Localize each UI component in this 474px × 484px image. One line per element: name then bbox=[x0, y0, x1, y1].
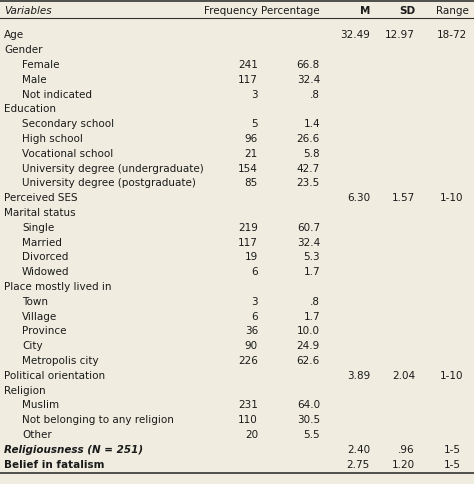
Text: Secondary school: Secondary school bbox=[22, 119, 114, 129]
Text: 117: 117 bbox=[238, 75, 258, 85]
Text: 154: 154 bbox=[238, 163, 258, 173]
Text: High school: High school bbox=[22, 134, 83, 144]
Text: 19: 19 bbox=[245, 252, 258, 262]
Text: 1-10: 1-10 bbox=[440, 193, 464, 203]
Text: 18-72: 18-72 bbox=[437, 30, 467, 40]
Text: Variables: Variables bbox=[4, 5, 52, 15]
Text: 23.5: 23.5 bbox=[297, 178, 320, 188]
Text: 1.57: 1.57 bbox=[392, 193, 415, 203]
Text: .8: .8 bbox=[310, 90, 320, 99]
Text: 6: 6 bbox=[251, 311, 258, 321]
Text: Metropolis city: Metropolis city bbox=[22, 355, 99, 365]
Text: Range: Range bbox=[436, 5, 468, 15]
Text: Single: Single bbox=[22, 222, 54, 232]
Text: 26.6: 26.6 bbox=[297, 134, 320, 144]
Text: Frequency: Frequency bbox=[204, 5, 258, 15]
Text: Other: Other bbox=[22, 429, 52, 439]
Text: 60.7: 60.7 bbox=[297, 222, 320, 232]
Text: 21: 21 bbox=[245, 149, 258, 158]
Text: Perceived SES: Perceived SES bbox=[4, 193, 78, 203]
Text: Religiousness (N = 251): Religiousness (N = 251) bbox=[4, 444, 143, 454]
Text: Belief in fatalism: Belief in fatalism bbox=[4, 459, 104, 469]
Text: .96: .96 bbox=[398, 444, 415, 454]
Text: 5.3: 5.3 bbox=[303, 252, 320, 262]
Text: 3.89: 3.89 bbox=[347, 370, 370, 380]
Text: Divorced: Divorced bbox=[22, 252, 68, 262]
Text: 12.97: 12.97 bbox=[385, 30, 415, 40]
Text: .8: .8 bbox=[310, 296, 320, 306]
Text: Muslim: Muslim bbox=[22, 400, 59, 409]
Text: 62.6: 62.6 bbox=[297, 355, 320, 365]
Text: 5.5: 5.5 bbox=[303, 429, 320, 439]
Text: 10.0: 10.0 bbox=[297, 326, 320, 336]
Text: 231: 231 bbox=[238, 400, 258, 409]
Text: 117: 117 bbox=[238, 237, 258, 247]
Text: City: City bbox=[22, 341, 43, 350]
Text: 3: 3 bbox=[251, 296, 258, 306]
Text: Province: Province bbox=[22, 326, 66, 336]
Text: Female: Female bbox=[22, 60, 60, 70]
Text: 30.5: 30.5 bbox=[297, 414, 320, 424]
Text: Town: Town bbox=[22, 296, 48, 306]
Text: Political orientation: Political orientation bbox=[4, 370, 105, 380]
Text: 85: 85 bbox=[245, 178, 258, 188]
Text: Percentage: Percentage bbox=[261, 5, 320, 15]
Text: 1.4: 1.4 bbox=[303, 119, 320, 129]
Text: Gender: Gender bbox=[4, 45, 43, 55]
Text: 96: 96 bbox=[245, 134, 258, 144]
Text: 3: 3 bbox=[251, 90, 258, 99]
Text: 36: 36 bbox=[245, 326, 258, 336]
Text: 90: 90 bbox=[245, 341, 258, 350]
Text: 110: 110 bbox=[238, 414, 258, 424]
Text: 24.9: 24.9 bbox=[297, 341, 320, 350]
Text: University degree (undergraduate): University degree (undergraduate) bbox=[22, 163, 204, 173]
Text: Education: Education bbox=[4, 104, 56, 114]
Text: 32.4: 32.4 bbox=[297, 75, 320, 85]
Text: 2.75: 2.75 bbox=[347, 459, 370, 469]
Text: 32.49: 32.49 bbox=[340, 30, 370, 40]
Text: 2.40: 2.40 bbox=[347, 444, 370, 454]
Text: Widowed: Widowed bbox=[22, 267, 70, 277]
Text: Age: Age bbox=[4, 30, 24, 40]
Text: University degree (postgraduate): University degree (postgraduate) bbox=[22, 178, 196, 188]
Text: 20: 20 bbox=[245, 429, 258, 439]
Text: Vocational school: Vocational school bbox=[22, 149, 113, 158]
Text: 42.7: 42.7 bbox=[297, 163, 320, 173]
Text: 1.20: 1.20 bbox=[392, 459, 415, 469]
Text: 32.4: 32.4 bbox=[297, 237, 320, 247]
Text: 6.30: 6.30 bbox=[347, 193, 370, 203]
Text: 1-5: 1-5 bbox=[444, 444, 461, 454]
Text: 1-5: 1-5 bbox=[444, 459, 461, 469]
Text: 241: 241 bbox=[238, 60, 258, 70]
Text: 1.7: 1.7 bbox=[303, 311, 320, 321]
Text: 2.04: 2.04 bbox=[392, 370, 415, 380]
Text: 66.8: 66.8 bbox=[297, 60, 320, 70]
Text: 1-10: 1-10 bbox=[440, 370, 464, 380]
Text: 6: 6 bbox=[251, 267, 258, 277]
Text: Marital status: Marital status bbox=[4, 208, 76, 217]
Text: 5: 5 bbox=[251, 119, 258, 129]
Text: Village: Village bbox=[22, 311, 57, 321]
Text: 64.0: 64.0 bbox=[297, 400, 320, 409]
Text: SD: SD bbox=[399, 5, 415, 15]
Text: 1.7: 1.7 bbox=[303, 267, 320, 277]
Text: 5.8: 5.8 bbox=[303, 149, 320, 158]
Text: Married: Married bbox=[22, 237, 62, 247]
Text: M: M bbox=[360, 5, 370, 15]
Text: Not belonging to any religion: Not belonging to any religion bbox=[22, 414, 174, 424]
Text: Not indicated: Not indicated bbox=[22, 90, 92, 99]
Text: Place mostly lived in: Place mostly lived in bbox=[4, 281, 111, 291]
Text: Male: Male bbox=[22, 75, 46, 85]
Text: 226: 226 bbox=[238, 355, 258, 365]
Text: 219: 219 bbox=[238, 222, 258, 232]
Text: Religion: Religion bbox=[4, 385, 46, 395]
